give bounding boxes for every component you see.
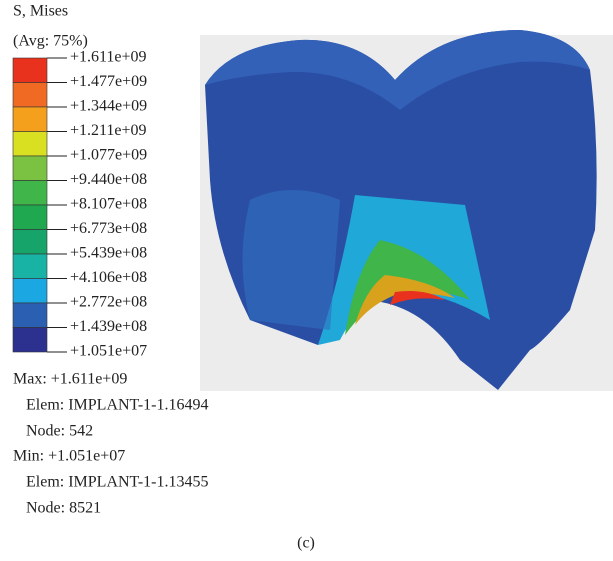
colorbar-label: +2.772e+08	[70, 294, 147, 311]
max-elem: Elem: IMPLANT-1-1.16494	[26, 397, 209, 414]
colorbar-band	[13, 107, 47, 132]
figure: S, Mises (Avg: 75%) +1.611e+09 +1.477e+09…	[0, 0, 613, 561]
colorbar: +1.611e+09 +1.477e+09 +1.344e+09 +1.211e+09…	[13, 49, 147, 360]
colorbar-label: +1.477e+09	[70, 73, 147, 90]
colorbar-label: +1.051e+07	[70, 343, 147, 360]
colorbar-band	[13, 205, 47, 230]
colorbar-band	[13, 181, 47, 206]
colorbar-label: +1.077e+09	[70, 147, 147, 164]
colorbar-label: +4.106e+08	[70, 269, 147, 286]
max-label: Max: +1.611e+09	[13, 371, 127, 388]
colorbar-label: +1.611e+09	[70, 49, 147, 66]
colorbar-label: +1.439e+08	[70, 318, 147, 335]
legend-subtitle: (Avg: 75%)	[13, 33, 88, 50]
legend-title: S, Mises	[13, 3, 68, 20]
side-shade	[243, 190, 341, 330]
colorbar-band	[13, 132, 47, 157]
caption: (c)	[297, 535, 315, 552]
colorbar-band	[13, 156, 47, 181]
colorbar-band	[13, 279, 47, 304]
min-node: Node: 8521	[26, 500, 101, 517]
colorbar-band	[13, 328, 47, 353]
min-elem: Elem: IMPLANT-1-1.13455	[26, 474, 209, 491]
colorbar-band	[13, 83, 47, 108]
colorbar-band	[13, 303, 47, 328]
colorbar-label: +5.439e+08	[70, 245, 147, 262]
colorbar-band	[13, 254, 47, 279]
colorbar-label: +8.107e+08	[70, 196, 147, 213]
colorbar-label: +9.440e+08	[70, 171, 147, 188]
colorbar-label: +1.344e+09	[70, 98, 147, 115]
colorbar-band	[13, 230, 47, 255]
max-node: Node: 542	[26, 423, 93, 440]
colorbar-band	[13, 58, 47, 83]
min-label: Min: +1.051e+07	[13, 448, 125, 465]
colorbar-label: +6.773e+08	[70, 220, 147, 237]
render	[200, 30, 613, 391]
colorbar-label: +1.211e+09	[70, 122, 147, 139]
